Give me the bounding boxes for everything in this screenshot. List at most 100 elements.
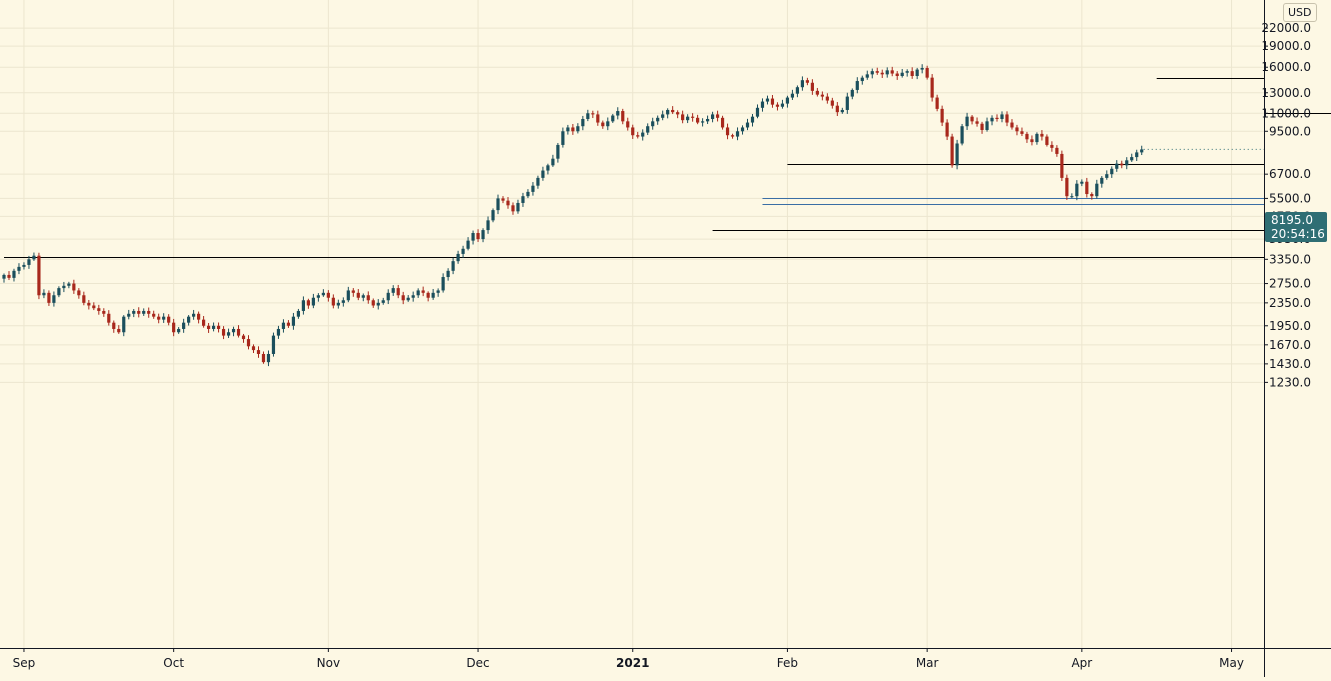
candle-body — [935, 97, 939, 109]
candle — [895, 71, 899, 80]
candle-body — [276, 328, 281, 336]
candle-body — [256, 350, 261, 354]
y-tick-label: 19000.0 — [1261, 39, 1311, 53]
candle-body — [671, 109, 675, 113]
candle-body — [172, 322, 176, 333]
candle-body — [531, 185, 535, 192]
candle-body — [391, 288, 395, 293]
candle — [316, 293, 320, 302]
candle-body — [2, 274, 6, 279]
candle — [705, 115, 710, 124]
candle — [1125, 157, 1129, 170]
candle — [341, 297, 345, 307]
candle-body — [755, 107, 760, 117]
candle — [17, 263, 21, 275]
candle — [72, 279, 76, 294]
candle — [1090, 192, 1094, 200]
candle-body — [845, 96, 849, 110]
candle-body — [12, 270, 16, 278]
candle-body — [1030, 139, 1034, 143]
candle — [381, 297, 385, 305]
candle — [311, 293, 315, 309]
x-tick-label: Sep — [13, 656, 36, 670]
candle — [162, 313, 166, 323]
candle — [905, 69, 909, 77]
candle — [391, 285, 395, 296]
candle-body — [521, 196, 525, 203]
y-tick-label: 1950.0 — [1269, 319, 1311, 333]
candle-body — [1075, 183, 1079, 197]
candle — [1115, 160, 1119, 172]
candle-body — [715, 114, 720, 118]
candle — [411, 291, 415, 302]
candle — [321, 289, 325, 297]
candle-body — [541, 170, 545, 178]
candle-body — [556, 144, 560, 159]
candle-body — [661, 114, 665, 118]
candle — [715, 110, 720, 122]
candle — [616, 107, 620, 120]
candle-body — [147, 310, 151, 314]
candle-body — [177, 328, 181, 333]
candle — [167, 314, 171, 326]
y-tick-label: 2750.0 — [1269, 277, 1311, 291]
candle-body — [875, 71, 879, 73]
candle — [651, 117, 655, 130]
candle — [840, 107, 844, 114]
candle — [361, 293, 365, 302]
candle — [2, 273, 6, 283]
candle — [157, 313, 161, 324]
candle — [641, 129, 645, 141]
candle-body — [137, 310, 141, 314]
candle — [611, 113, 615, 123]
candle — [476, 229, 480, 242]
candle — [1040, 130, 1044, 141]
candle — [496, 194, 500, 215]
candle — [915, 67, 919, 80]
candle — [885, 67, 889, 78]
candle-body — [416, 290, 420, 296]
candle-body — [900, 72, 904, 76]
candle-body — [142, 310, 146, 314]
candle-body — [840, 109, 844, 113]
candle-body — [940, 108, 944, 123]
candle-body — [1065, 177, 1069, 197]
candle — [22, 262, 26, 270]
candle — [1025, 131, 1029, 143]
candle-body — [266, 353, 271, 363]
candle — [147, 307, 151, 318]
candle-body — [376, 302, 380, 306]
candle-body — [965, 116, 969, 127]
candle-body — [1050, 144, 1054, 148]
candle-body — [301, 300, 305, 311]
y-tick-label: 1230.0 — [1269, 375, 1311, 389]
candle-body — [735, 131, 740, 137]
candle-body — [162, 316, 166, 320]
candle-body — [192, 313, 196, 317]
candle — [950, 133, 954, 168]
candle-body — [1135, 152, 1139, 158]
candle-body — [681, 114, 685, 121]
candle — [396, 284, 400, 299]
candle — [351, 288, 355, 297]
candle — [436, 288, 440, 297]
candle-body — [426, 292, 430, 298]
candle — [855, 77, 859, 94]
candle — [1075, 180, 1079, 201]
candle — [735, 127, 740, 141]
candle-body — [905, 71, 909, 73]
currency-badge[interactable]: USD — [1283, 3, 1317, 22]
candle — [466, 237, 470, 251]
candle — [192, 309, 196, 320]
candle — [206, 322, 211, 333]
candle-body — [656, 117, 660, 122]
candle-body — [481, 230, 485, 240]
candle-body — [351, 290, 355, 293]
candle — [221, 326, 226, 340]
candle — [790, 89, 795, 100]
candle — [730, 133, 735, 139]
x-tick-label: Mar — [916, 656, 939, 670]
